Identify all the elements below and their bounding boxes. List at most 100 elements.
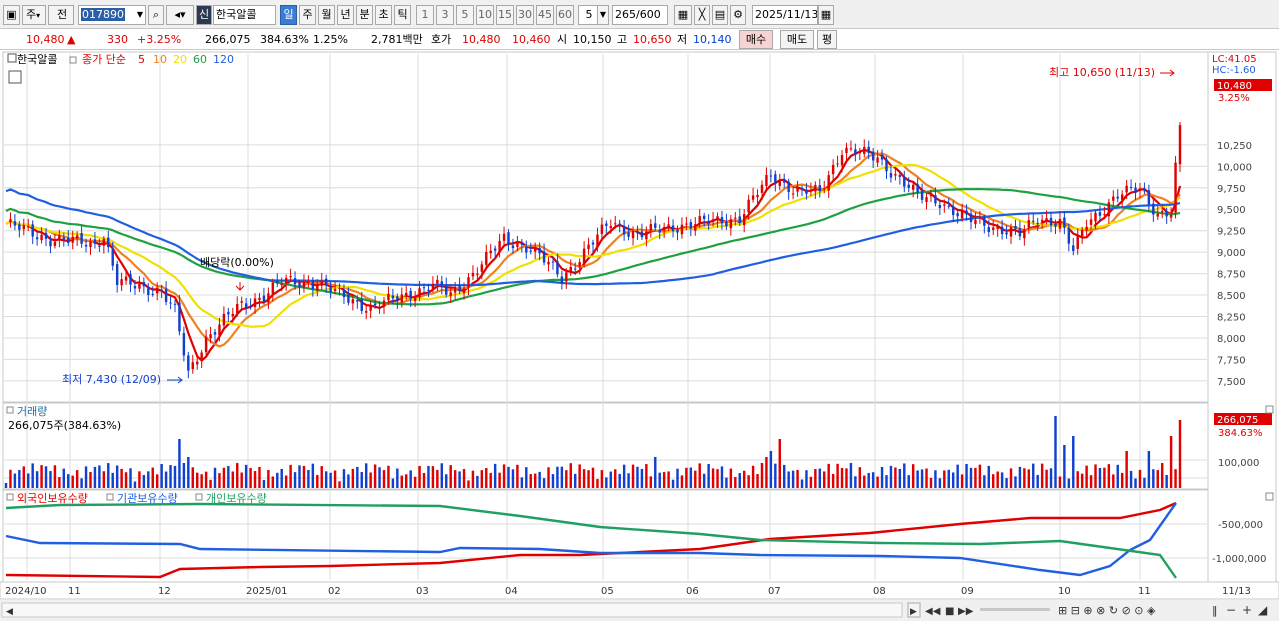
- volume-bar: [1174, 469, 1177, 488]
- draw-icon[interactable]: ╳: [694, 5, 710, 25]
- volume-bar: [413, 476, 417, 488]
- volume-bar: [147, 471, 150, 488]
- candle-body: [209, 334, 212, 339]
- tf-year[interactable]: 년: [337, 5, 354, 25]
- code-input[interactable]: 017890 ▼: [78, 5, 146, 25]
- stock-name[interactable]: 한국알콜: [213, 5, 276, 25]
- date-input[interactable]: 2025/11/13: [752, 5, 818, 25]
- scroll-left-icon[interactable]: ◀: [6, 607, 13, 617]
- zoom-out-icon[interactable]: −: [1226, 603, 1236, 617]
- volume-bar: [707, 463, 710, 488]
- candle-body: [729, 219, 733, 229]
- zoom-slider[interactable]: [980, 608, 1050, 611]
- stop-icon[interactable]: ■: [945, 606, 954, 617]
- layout-icon[interactable]: ▣: [3, 5, 20, 25]
- pane-toggle-icon[interactable]: [7, 53, 17, 63]
- candle-body: [605, 223, 608, 226]
- individual-toggle-icon[interactable]: [195, 493, 203, 501]
- volume-bar: [200, 474, 203, 488]
- tf-tick[interactable]: 틱: [394, 5, 411, 25]
- candle-body: [569, 266, 572, 273]
- market-select[interactable]: 전: [48, 5, 74, 25]
- volume-bar: [836, 463, 839, 488]
- sell-button[interactable]: 매도: [780, 30, 814, 49]
- num-btn-10[interactable]: 10: [476, 5, 494, 25]
- volume-bar: [867, 473, 870, 488]
- candle-body: [934, 195, 937, 204]
- num-btn-3[interactable]: 3: [436, 5, 454, 25]
- num-btn-60[interactable]: 60: [556, 5, 574, 25]
- tf-minute[interactable]: 분: [356, 5, 373, 25]
- num-btn-30[interactable]: 30: [516, 5, 534, 25]
- candle-body: [1116, 196, 1119, 199]
- candle-body: [969, 213, 973, 223]
- volume-bar: [476, 475, 479, 488]
- period-select[interactable]: 주▾: [22, 5, 46, 25]
- candle-body: [805, 189, 808, 194]
- candle-body: [1134, 187, 1137, 193]
- institution-toggle-icon[interactable]: [106, 493, 114, 501]
- holdings-tick-2: -1,000,000: [1212, 554, 1267, 565]
- rewind-icon[interactable]: ◀◀: [925, 606, 941, 617]
- volume-bar: [115, 465, 119, 488]
- volume-bar: [436, 469, 439, 488]
- chart-tools-icon[interactable]: ▦: [674, 5, 692, 25]
- calendar-icon[interactable]: ▦: [818, 5, 834, 25]
- candle-body: [698, 216, 701, 223]
- x-axis-end-label: 11/13: [1222, 586, 1251, 597]
- scroll-right-button[interactable]: [907, 602, 921, 618]
- candle-body: [35, 237, 39, 240]
- volume-bar: [938, 478, 942, 488]
- view-tools-icon[interactable]: ⊞ ⊟ ⊕ ⊗ ↻ ⊘ ⊙ ◈: [1058, 604, 1156, 617]
- num-btn-5[interactable]: 5: [456, 5, 474, 25]
- zoom-fit-icon[interactable]: ◢: [1258, 603, 1268, 617]
- candle-body: [800, 188, 804, 190]
- gear-icon[interactable]: ⚙: [730, 5, 746, 25]
- tf-month[interactable]: 월: [318, 5, 335, 25]
- volume-bar: [582, 469, 586, 488]
- chart-area[interactable]: 한국알콜 종가 단순 5 10 20 60 120 LC:41.05 HC:-1…: [0, 50, 1279, 621]
- legend-toggle-icon[interactable]: [69, 56, 77, 64]
- volume-bar: [80, 478, 83, 488]
- forward-icon[interactable]: ▶▶: [958, 606, 974, 617]
- candle-body: [685, 223, 688, 225]
- x-tick-label: 11: [68, 586, 81, 597]
- speaker-icon[interactable]: ◂▾: [166, 5, 194, 25]
- search-icon[interactable]: ⌕: [148, 5, 164, 25]
- volume-bar: [520, 477, 524, 488]
- volume-close-icon[interactable]: [1265, 405, 1274, 414]
- volume-toggle-icon[interactable]: [6, 406, 14, 414]
- unit-input[interactable]: 5: [578, 5, 598, 25]
- calculator-icon[interactable]: [8, 70, 22, 84]
- unit-dropdown[interactable]: ▼: [597, 5, 609, 25]
- volume-bar: [111, 472, 114, 488]
- pause-icon[interactable]: ‖: [1212, 604, 1218, 617]
- tf-week[interactable]: 주: [299, 5, 316, 25]
- volume-bar: [983, 475, 986, 488]
- volume-bar: [756, 474, 759, 488]
- zoom-in-icon[interactable]: +: [1242, 603, 1252, 617]
- price-tick-label: 7,750: [1217, 355, 1246, 366]
- price-axis-ticks: 10,250 10,000 9,750 9,500 9,250 9,000 8,750 8,5…: [1217, 141, 1252, 388]
- candle-body: [191, 362, 194, 370]
- tf-second[interactable]: 초: [375, 5, 392, 25]
- save-icon[interactable]: ▤: [712, 5, 728, 25]
- candle-body: [845, 147, 848, 154]
- tf-day[interactable]: 일: [280, 5, 297, 25]
- ask-price: 10,480: [462, 33, 501, 46]
- num-btn-15[interactable]: 15: [496, 5, 514, 25]
- volume-bar: [98, 465, 101, 488]
- holdings-close-icon[interactable]: [1265, 492, 1274, 501]
- foreign-toggle-icon[interactable]: [6, 493, 14, 501]
- chevron-down-icon[interactable]: ▼: [136, 10, 143, 19]
- count-input[interactable]: 265/600: [612, 5, 668, 25]
- eval-button[interactable]: 평: [817, 30, 837, 49]
- candle-body: [1120, 194, 1124, 200]
- num-btn-45[interactable]: 45: [536, 5, 554, 25]
- num-btn-1[interactable]: 1: [416, 5, 434, 25]
- candle-body: [196, 361, 199, 365]
- buy-button[interactable]: 매수: [739, 30, 773, 49]
- candle-body: [894, 174, 897, 176]
- candle-body: [151, 293, 154, 295]
- horizontal-scrollbar[interactable]: [1, 602, 903, 618]
